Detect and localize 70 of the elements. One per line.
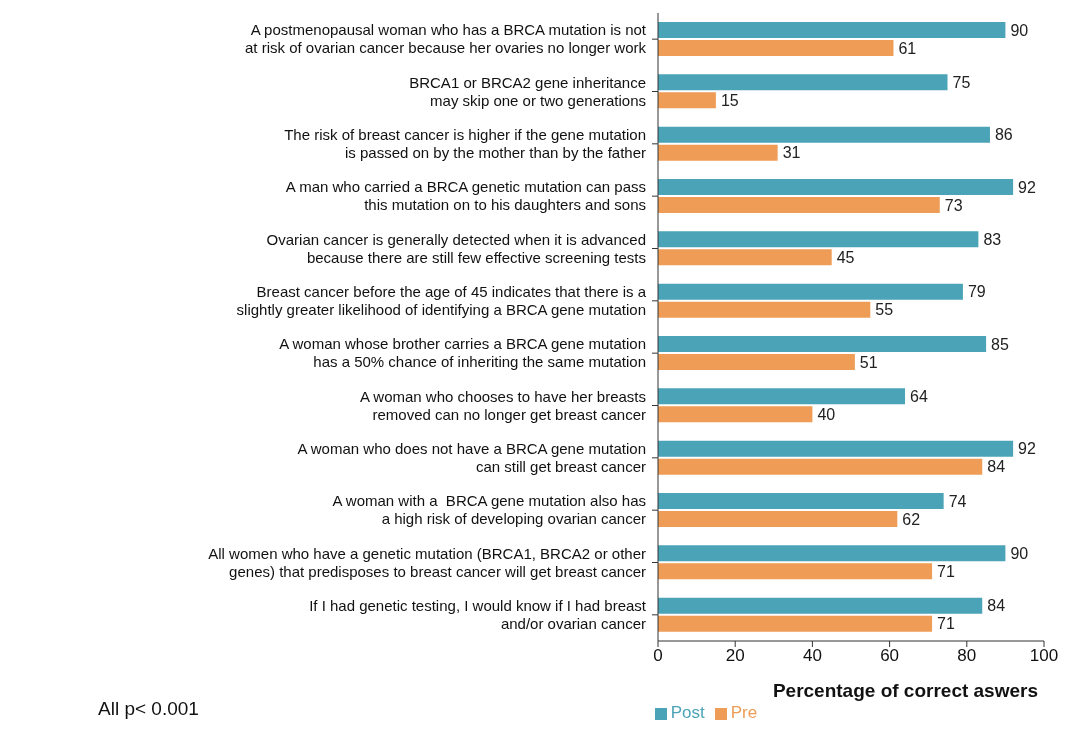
data-label: 90 [1010,545,1029,563]
y-tick-label: A woman with a BRCA gene mutation also has a high risk of developing ovarian cancer [332,492,646,528]
x-tick-label: 60 [880,646,900,666]
legend-label: Pre [730,703,758,722]
x-tick-label: 20 [725,646,745,666]
y-tick-label: A woman whose brother carries a BRCA gene mutation has a 50% chance of inheriting the same mutation [279,335,646,371]
text: All p< 0.001 [98,698,199,720]
bar [658,301,871,318]
y-tick-label: BRCA1 or BRCA2 gene inheritance may skip one or two generations [409,73,646,109]
bar [658,283,963,300]
bar [658,179,1014,195]
data-label: 71 [937,615,955,633]
legend-label: Post [670,703,705,722]
data-label: 61 [898,39,917,57]
bar [658,563,933,580]
data-label: 83 [983,231,1002,249]
data-label: 15 [720,92,739,110]
x-tick-label: 80 [957,646,977,666]
bar [658,92,716,109]
bar [658,545,1006,562]
y-tick-label: A postmenopausal woman who has a BRCA mutation is not at risk of ovarian cancer because her ovaries no longer work [244,21,647,57]
bar [658,197,940,213]
data-label: 51 [859,353,878,371]
data-label: 90 [1010,21,1029,39]
bar [658,74,948,91]
y-tick-label: All women who have a genetic mutation (BRCA1, BRCA2 or other genes) that predisposes to breast cancer will get breast cancer [208,544,646,580]
bar [658,511,898,527]
bar [658,144,778,161]
y-tick-label: Breast cancer before the age of 45 indicates that there is a slightly greater likelihood of identifying a BRCA gene mutation [236,282,647,318]
bar [658,22,1006,38]
x-tick-label: 40 [802,646,822,666]
data-label: 79 [967,283,986,301]
y-tick-label: A woman who does not have a BRCA gene mutation can still get breast cancer [297,439,646,475]
x-tick-label: 0 [653,646,663,666]
data-label: 92 [1018,440,1037,458]
y-tick-label: The risk of breast cancer is higher if the gene mutation is passed on by the mother than by the father [284,125,646,161]
data-label: 86 [994,126,1013,144]
data-label: 40 [817,406,836,424]
bar [658,615,933,632]
y-tick-label: Ovarian cancer is generally detected when it is advanced because there are still few effective screening tests [266,230,646,266]
data-label: 74 [948,492,967,510]
data-label: 73 [944,196,963,214]
y-tick-label: A man who carried a BRCA genetic mutation can pass this mutation on to his daughters and sons [285,178,646,214]
bar [658,597,983,614]
bar [658,354,855,370]
y-tick-label: If I had genetic testing, I would know if I had breast and/or ovarian cancer [309,596,647,632]
bar [658,458,983,475]
data-label: 31 [782,144,801,162]
data-label: 85 [991,335,1009,353]
x-tick-label: 100 [1029,646,1059,666]
data-label: 84 [987,458,1006,476]
data-label: 75 [952,74,971,92]
data-label: 55 [875,301,894,319]
data-label: 92 [1018,178,1037,196]
bar [658,231,979,248]
bar [658,493,944,509]
bar [658,388,906,405]
data-label: 45 [836,249,855,267]
x-axis-title: Percentage of correct aswers [772,680,1038,701]
bar [658,336,987,352]
bar [658,126,990,143]
bar [658,249,832,266]
bar [658,40,894,56]
data-label: 64 [910,388,928,406]
bar [658,406,813,423]
data-label: 84 [987,597,1006,615]
data-label: 62 [902,510,921,528]
bar [658,440,1014,457]
y-tick-label: A woman who chooses to have her breasts removed can no longer get breast cancer [360,387,646,423]
data-label: 71 [937,563,955,581]
